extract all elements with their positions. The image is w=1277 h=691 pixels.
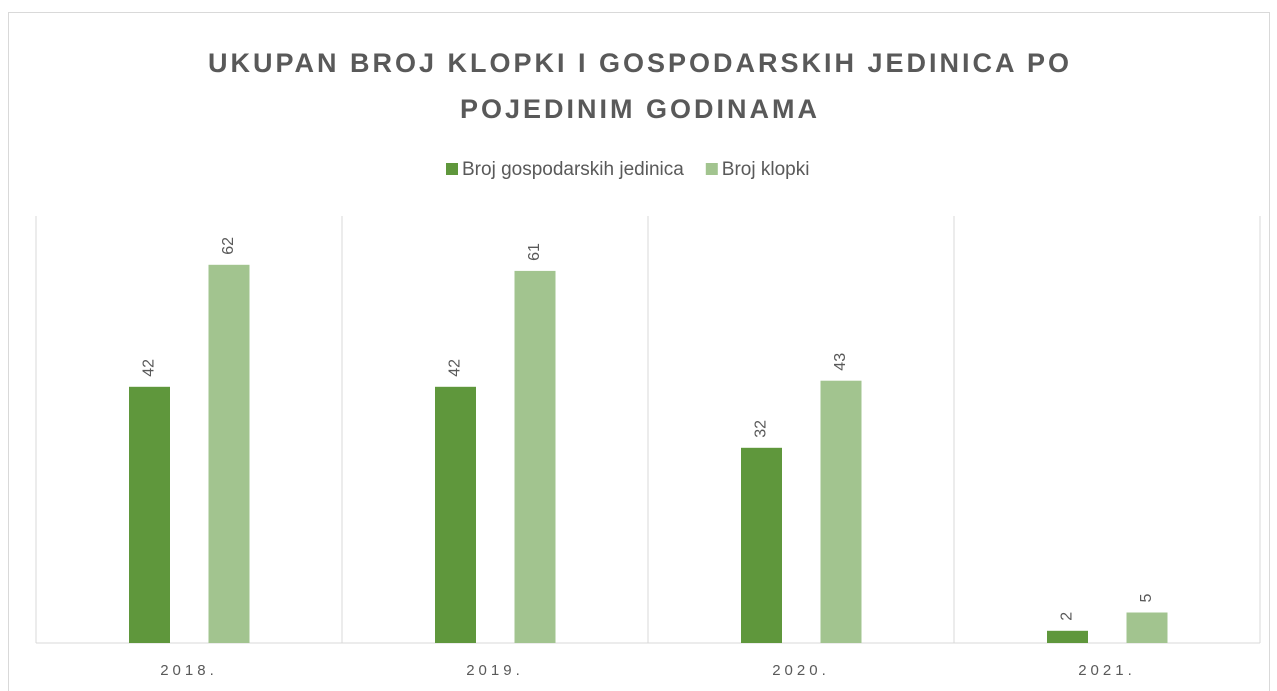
bar [514,270,556,643]
legend-swatch [446,163,458,175]
bar [741,447,782,643]
bar [435,386,476,643]
legend-swatch [705,163,718,175]
chart-title: UKUPAN BROJ KLOPKI I GOSPODARSKIH JEDINI… [207,48,1073,124]
data-label: 43 [832,353,849,371]
bar [1126,612,1168,643]
data-label: 2 [1059,612,1076,621]
bar [208,264,250,643]
data-label: 61 [526,243,543,261]
data-label: 32 [753,420,770,438]
bar [129,386,170,643]
bar [1047,630,1088,643]
data-label: 42 [141,359,158,377]
data-label: 42 [447,359,464,377]
x-tick-label: 2018. [160,662,218,679]
bar [820,380,862,643]
data-label: 5 [1138,594,1155,603]
x-tick-label: 2020. [772,662,830,679]
legend-label: Broj gospodarskih jedinica [462,159,684,180]
x-tick-label: 2019. [466,662,524,679]
data-label: 62 [220,237,237,255]
x-tick-label: 2021. [1078,662,1136,679]
chart-border [8,12,1270,691]
legend-label: Broj klopki [722,159,810,180]
